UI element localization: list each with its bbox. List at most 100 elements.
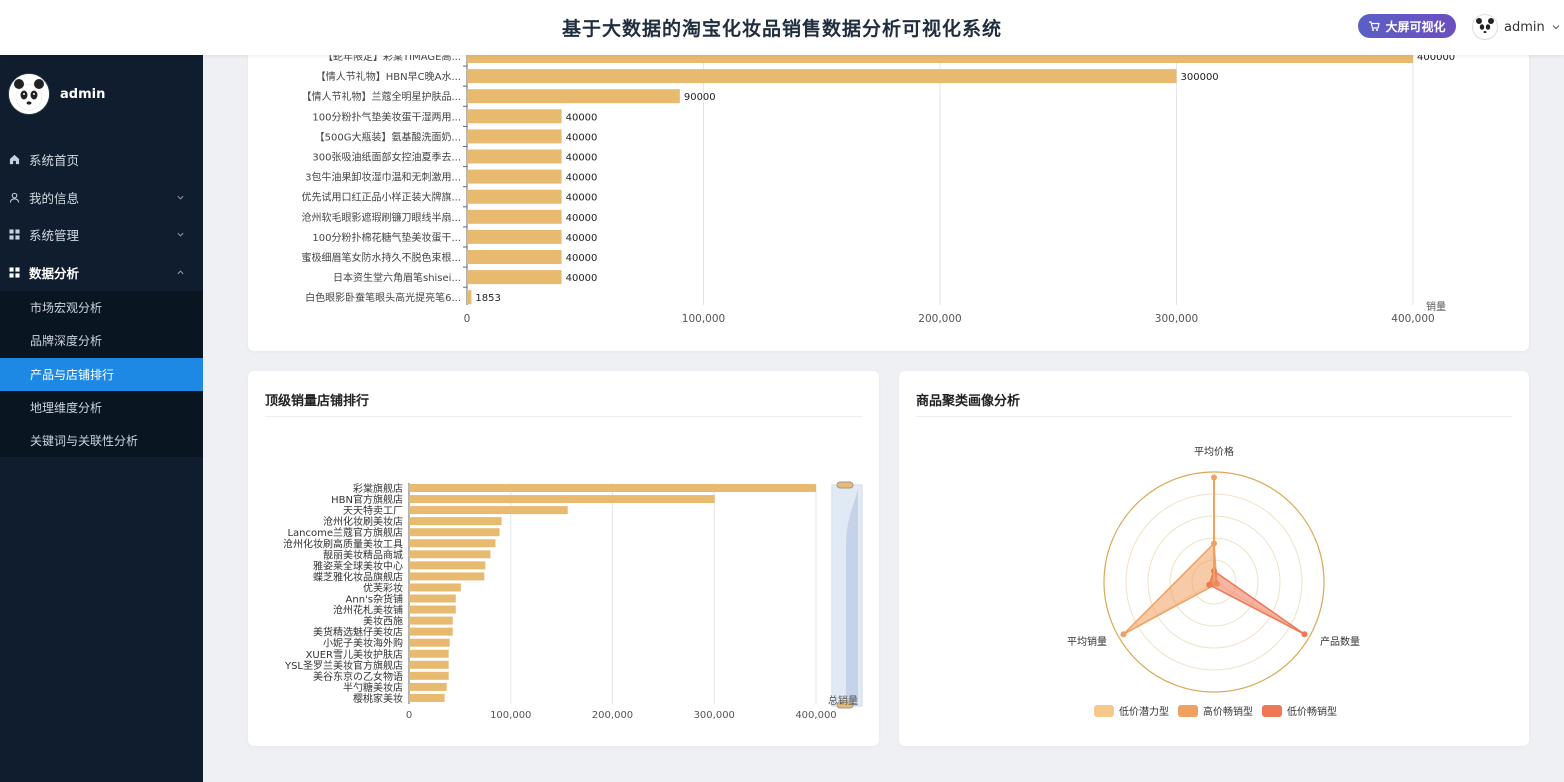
y-tick-label: 【500G大瓶装】氨基酸洗面奶... [315, 130, 461, 143]
page-title: 基于大数据的淘宝化妆品销售数据分析可视化系统 [561, 18, 1002, 40]
bigscreen-button[interactable]: 大屏可视化 [1358, 14, 1456, 38]
y-tick-label: 优先试用口红正品小样正装大牌旗... [301, 191, 461, 204]
bar [409, 528, 500, 537]
legend-label: 低价潜力型 [1119, 705, 1169, 718]
data-label: 40000 [566, 273, 598, 284]
y-tick-label: 日本资生堂六角眉笔shisei... [333, 271, 461, 284]
y-tick-label: 美谷东京の乙女物语 [313, 670, 403, 683]
data-label: 40000 [566, 253, 598, 264]
divider [916, 416, 1512, 417]
radar-series-area [1208, 569, 1305, 635]
y-tick-label: 沧州化妆刷美妆店 [323, 515, 403, 528]
sidebar-user-name: admin [60, 86, 106, 102]
y-tick-label: 沧州花札美妆铺 [333, 604, 403, 617]
card-title: 商品聚类画像分析 [916, 394, 1021, 409]
menu-item-label: 系统管理 [29, 228, 80, 244]
bar [467, 290, 472, 305]
bar [409, 550, 491, 559]
user-icon [9, 192, 20, 203]
y-tick-label: 【情人节礼物】HBN早C晚A水... [316, 70, 461, 83]
menu-item-label: 数据分析 [29, 265, 80, 281]
top-shops-chart: 0 100,000 200,000 300,000 400,000 彩棠旗舰店HBN官方旗… [283, 481, 863, 721]
bar [409, 660, 449, 669]
chevron-up-icon [177, 269, 184, 274]
y-tick-label: 优芙彩妆 [363, 581, 403, 594]
bar [467, 250, 562, 264]
grid-icon [9, 267, 20, 278]
x-tick-label: 400,000 [795, 710, 836, 721]
submenu-item-geography[interactable]: 地理维度分析 [30, 401, 103, 416]
sidebar-user: admin [8, 73, 105, 115]
chevron-down-icon [177, 195, 184, 200]
bar [409, 583, 461, 592]
x-tick-label: 100,000 [490, 710, 531, 721]
y-tick-label: 3包牛油果卸妆湿巾温和无刺激用... [305, 171, 461, 184]
data-label: 40000 [566, 132, 598, 143]
datazoom-handle-top [836, 481, 854, 489]
bar [409, 517, 502, 526]
legend-swatch [1094, 705, 1114, 717]
x-axis-label: 销量 [1426, 300, 1446, 313]
data-label: 40000 [566, 112, 598, 123]
y-tick-label: 100分粉扑气垫美妆蛋干湿两用... [312, 110, 461, 123]
submenu-item-product-shop-ranking[interactable]: 产品与店铺排行 [0, 357, 203, 391]
y-tick-label: 天天特卖工厂 [343, 505, 403, 517]
grid-icon [9, 229, 20, 240]
bar [409, 638, 450, 647]
radar-series-area [1122, 541, 1218, 635]
y-tick-label: 美妆西施 [363, 615, 403, 628]
bar [409, 594, 456, 603]
bar [409, 605, 456, 614]
x-tick-label: 200,000 [592, 710, 633, 721]
bar [409, 649, 449, 658]
y-tick-label: 蜜极细眉笔女防水持久不脱色束根... [301, 251, 461, 264]
y-tick-label: 100分粉扑棉花糖气垫美妆蛋干... [312, 231, 461, 244]
data-label: 90000 [684, 92, 716, 103]
menu-item-label: 我的信息 [29, 190, 80, 206]
chevron-down-icon [177, 232, 184, 237]
y-tick-label: 【情人节礼物】兰蔻全明星护肤品... [301, 90, 461, 103]
submenu-item-market-macro[interactable]: 市场宏观分析 [30, 301, 103, 316]
legend-label: 高价畅销型 [1203, 705, 1253, 718]
data-label: 300000 [1181, 72, 1219, 83]
bar [467, 270, 562, 285]
y-tick-label: Lancome兰蔻官方旗舰店 [287, 526, 403, 539]
x-axis-label: 总销量 [828, 694, 858, 707]
x-tick-label: 0 [464, 313, 471, 325]
menu-item-my-info[interactable]: 我的信息 [0, 179, 203, 217]
submenu-data-analysis: 市场宏观分析 品牌深度分析 产品与店铺排行 地理维度分析 关键词与关联性分析 [0, 291, 203, 458]
x-tick-label: 300,000 [1155, 313, 1198, 325]
legend-swatch [1178, 705, 1198, 717]
data-label: 40000 [566, 153, 598, 164]
menu-item-data-analysis[interactable]: 数据分析 [0, 254, 203, 292]
radar-indicator-label: 平均销量 [1067, 635, 1107, 648]
menu-item-system-management[interactable]: 系统管理 [0, 216, 203, 254]
bar [467, 109, 562, 124]
x-tick-label: 400,000 [1391, 313, 1434, 325]
y-tick-label: 蝶芝雅化妆品旗舰店 [313, 570, 403, 583]
bar [409, 616, 453, 625]
data-label: 400000 [1417, 52, 1455, 63]
legend-label: 低价畅销型 [1287, 705, 1337, 718]
data-label: 40000 [566, 173, 598, 184]
user-menu[interactable]: admin [1472, 14, 1561, 40]
y-tick-label: 300张吸油纸面部女控油夏季去... [312, 151, 461, 164]
data-label: 40000 [566, 233, 598, 244]
x-tick-label: 300,000 [694, 710, 735, 721]
bar [409, 484, 816, 492]
cluster-profile-card: 商品聚类画像分析 平均价格 产品数量 平均销量 低价潜力型 高价畅销型 低价畅销型 [899, 371, 1529, 746]
y-tick-label: 樱桃家美妆 [353, 692, 403, 705]
submenu-item-brand-depth[interactable]: 品牌深度分析 [30, 334, 103, 349]
bar [409, 506, 568, 515]
sidebar-menu: 系统首页 我的信息 系统管理 数据分析 市场宏观分析 品牌深度分析 产品与店铺排… [0, 141, 203, 458]
bar [467, 69, 1177, 84]
radar-point [1211, 474, 1217, 481]
menu-item-home[interactable]: 系统首页 [0, 141, 203, 179]
y-tick-label: 雅姿莱全球美妆中心 [313, 559, 403, 572]
product-sales-chart: 0 100,000 200,000 300,000 400,000【蛇年限定】彩棠TIM… [301, 40, 1455, 325]
bar [409, 627, 453, 636]
avatar [8, 73, 50, 115]
chevron-down-icon [1552, 25, 1560, 30]
submenu-item-keywords[interactable]: 关键词与关联性分析 [30, 434, 139, 449]
